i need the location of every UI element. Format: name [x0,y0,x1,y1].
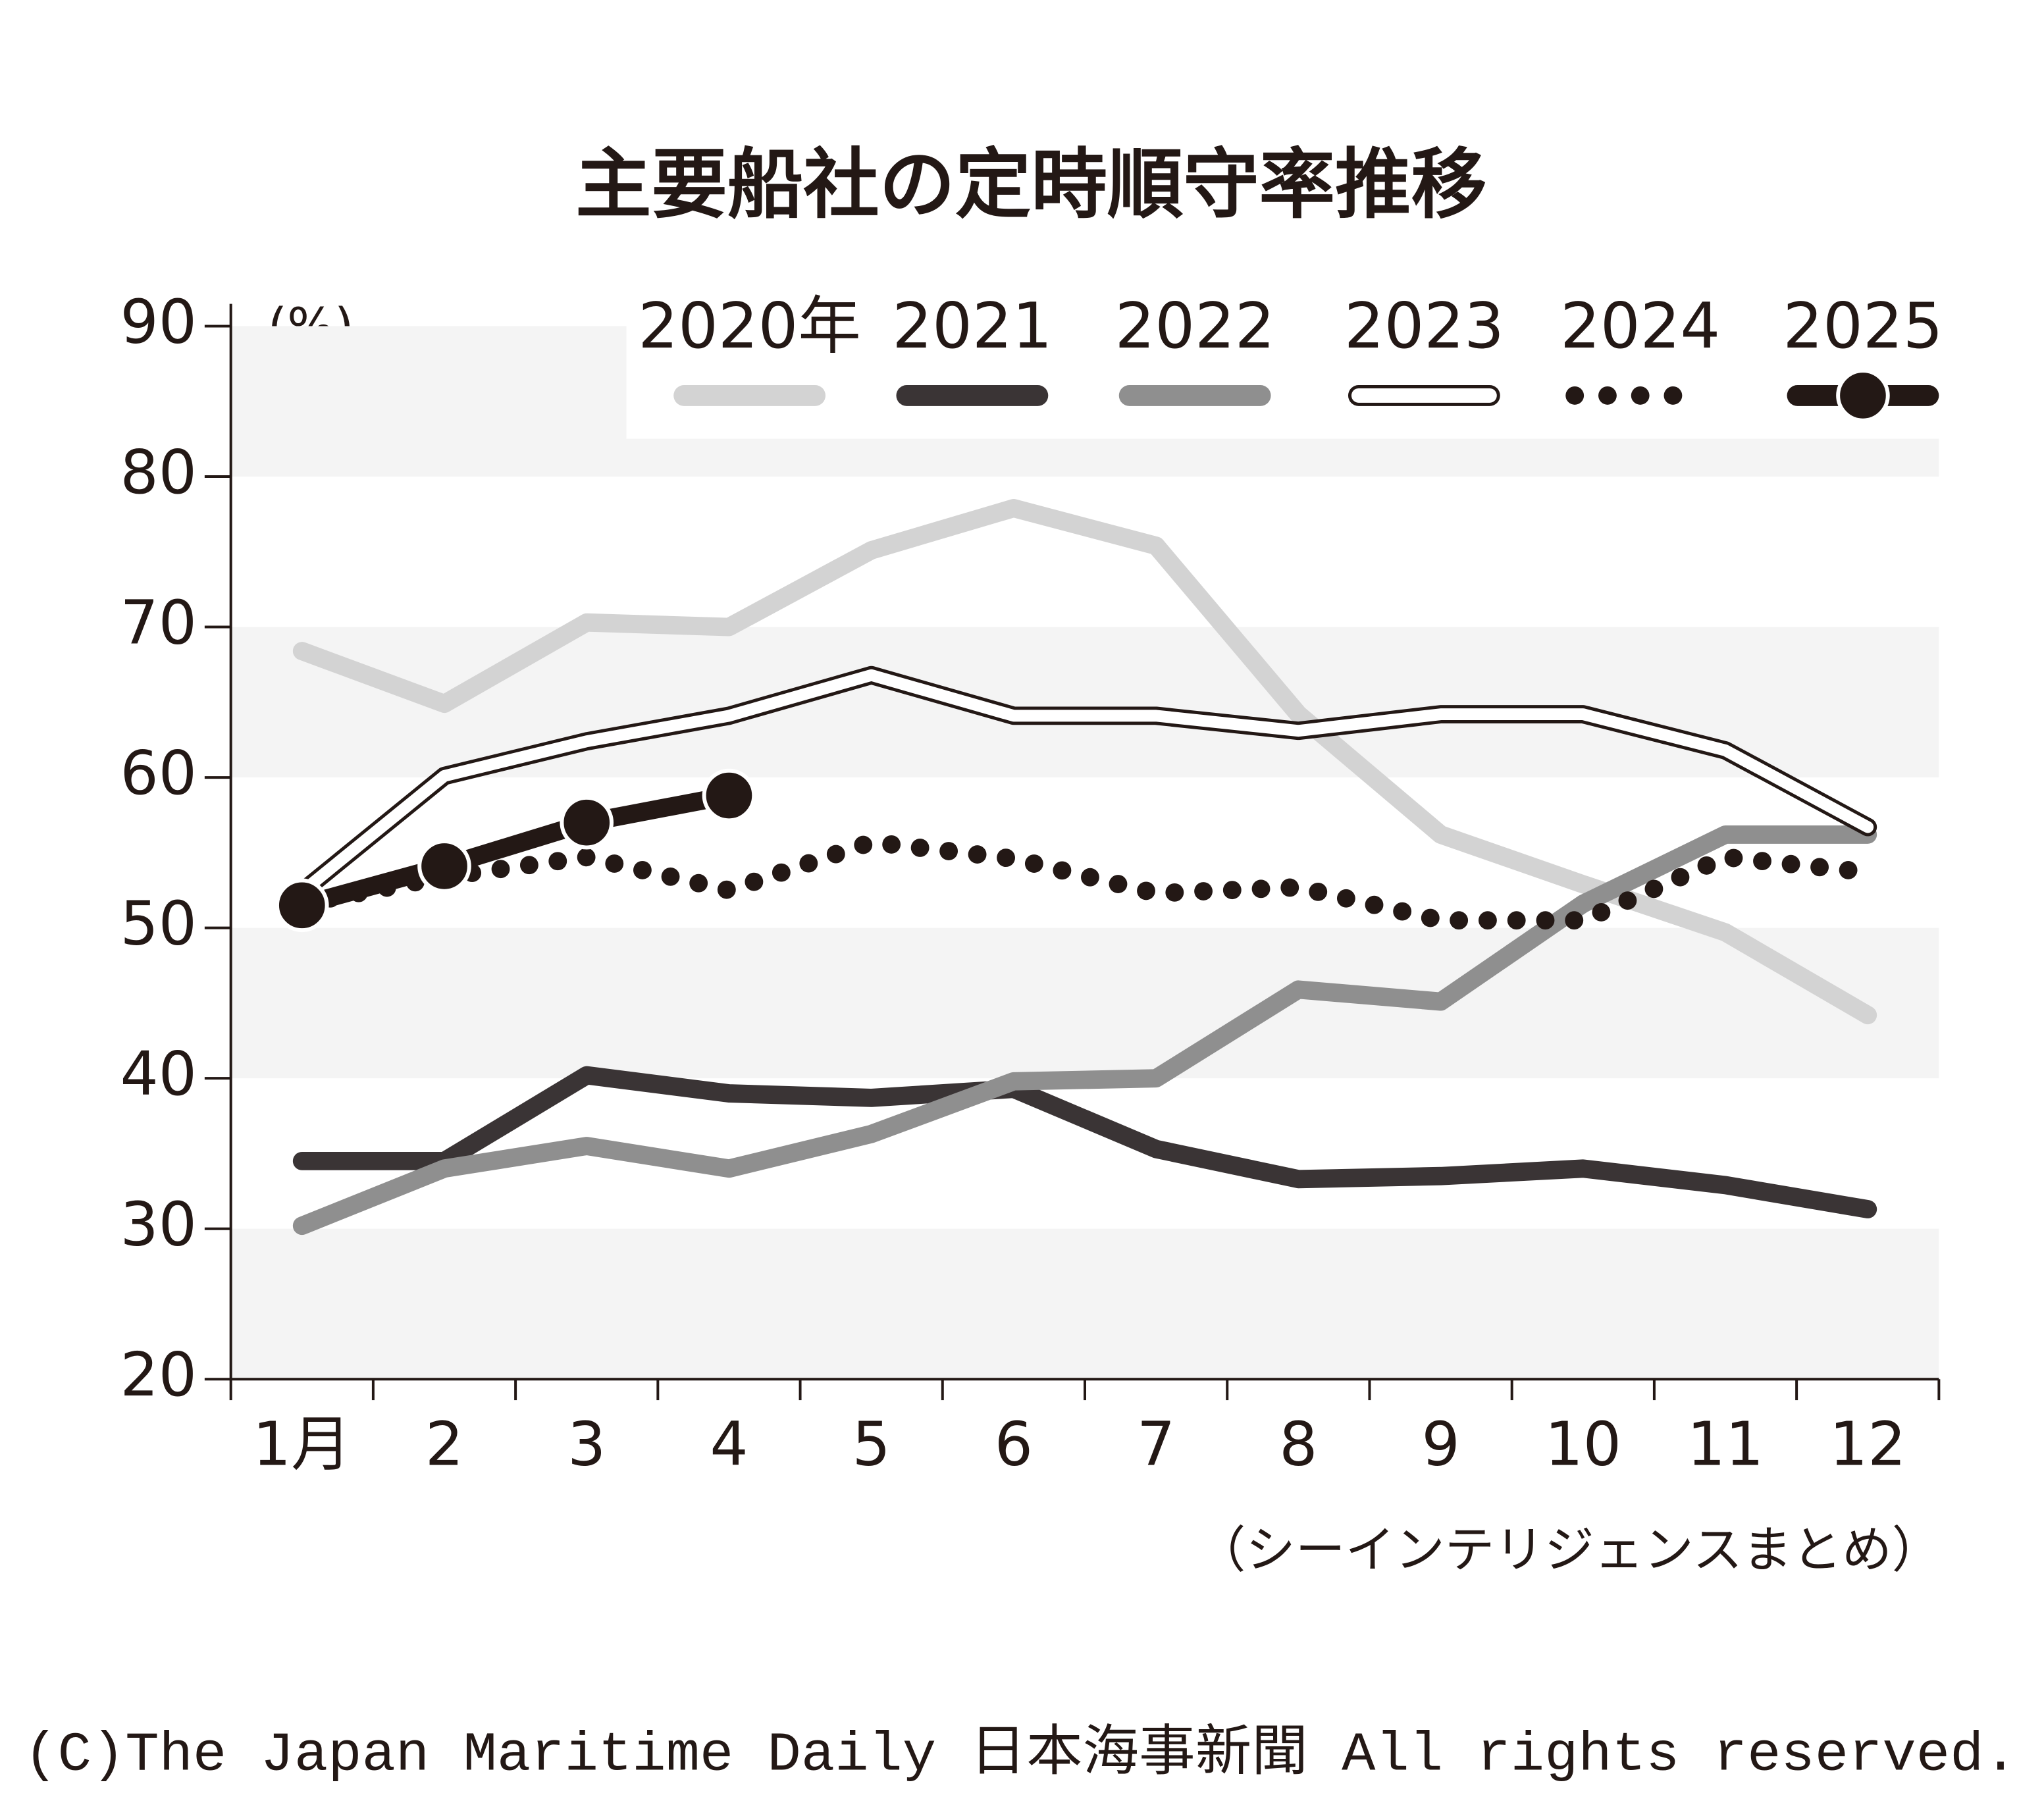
legend-label: 2024 [1560,289,1720,363]
legend-label: 2020年 [638,289,861,363]
legend-marker [1836,369,1890,423]
x-tick-label: 11 [1687,1409,1764,1480]
x-tick-label: 5 [852,1409,891,1480]
legend-box [626,294,1939,439]
point [560,795,614,850]
series-2 [292,825,1877,1236]
series-3 [292,665,1877,901]
source: （シーインテリジェンスまとめ） [1196,1521,1942,1578]
copyright: (C)The Japan Maritime Daily 日本海事新聞 All r… [24,1722,2017,1786]
y-tick-label: 90 [120,286,196,357]
legend-label: 2022 [1115,289,1275,363]
x-tick-label: 4 [710,1409,748,1480]
x-tick-label: 3 [567,1409,606,1480]
line [296,669,1874,898]
x-tick-label: 9 [1421,1409,1459,1480]
x-tick-label: 10 [1545,1409,1621,1480]
legend-label: 2023 [1344,289,1504,363]
grid-band [230,627,1939,778]
grid-band [230,927,1939,1079]
point [702,768,756,823]
legend-label: 2021 [892,289,1052,363]
line [292,825,1877,1236]
line [292,833,1877,930]
y-tick-label: 60 [120,738,196,808]
y-tick-label: 40 [120,1039,196,1109]
point [275,878,329,933]
y-tick-label: 30 [120,1189,196,1260]
legend-label: 2025 [1783,289,1943,363]
chart-title: 主要船社の定時順守率推移 [575,141,1487,229]
y-tick-label: 50 [120,889,196,959]
point [417,839,471,893]
series-5 [275,768,756,933]
series-1 [292,1066,1877,1218]
y-tick-label: 70 [120,587,196,658]
x-tick-label: 7 [1137,1409,1175,1480]
line [292,786,739,915]
x-tick-label: 8 [1279,1409,1317,1480]
grid-band [230,1228,1939,1380]
x-tick-label: 12 [1829,1409,1906,1480]
y-tick-label: 80 [120,437,196,508]
y-tick-label: 20 [120,1340,196,1410]
line [292,1066,1877,1218]
series-4 [292,833,1877,930]
x-tick-label: 2 [425,1409,463,1480]
x-tick-label: 1月 [253,1409,352,1480]
x-tick-label: 6 [995,1409,1033,1480]
